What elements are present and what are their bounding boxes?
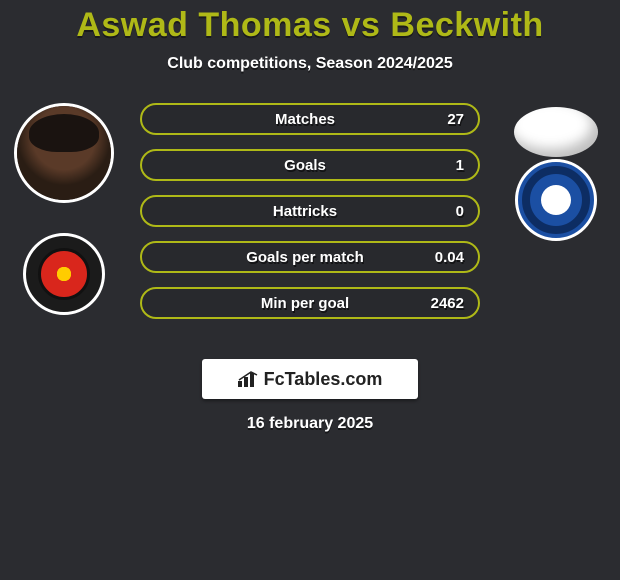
stat-value: 2462 xyxy=(414,295,464,312)
page-subtitle: Club competitions, Season 2024/2025 xyxy=(0,55,620,73)
right-player-placeholder xyxy=(514,107,598,157)
page-title: Aswad Thomas vs Beckwith xyxy=(0,0,620,45)
stat-label: Goals per match xyxy=(196,249,414,266)
left-club-logo xyxy=(23,233,105,315)
stat-label: Goals xyxy=(196,157,414,174)
stat-bar: Goals per match0.04 xyxy=(140,241,480,273)
stat-bar: Min per goal2462 xyxy=(140,287,480,319)
brand-text: FcTables.com xyxy=(264,369,383,390)
brand-badge: FcTables.com xyxy=(202,359,418,399)
stat-label: Min per goal xyxy=(196,295,414,312)
player-face-placeholder xyxy=(17,106,111,200)
right-club-logo xyxy=(515,159,597,241)
stat-value: 0 xyxy=(414,203,464,220)
footer-date: 16 february 2025 xyxy=(0,415,620,433)
stat-label: Matches xyxy=(196,111,414,128)
right-player-column xyxy=(496,103,616,343)
stat-value: 27 xyxy=(414,111,464,128)
stats-bars: Matches27 Goals1 Hattricks0 Goals per match… xyxy=(140,103,480,333)
left-player-photo xyxy=(14,103,114,203)
left-player-column xyxy=(4,103,124,343)
left-club-logo-inner xyxy=(38,248,90,300)
stat-bar: Matches27 xyxy=(140,103,480,135)
brand-chart-icon xyxy=(238,371,258,387)
stat-value: 1 xyxy=(414,157,464,174)
stat-value: 0.04 xyxy=(414,249,464,266)
stat-bar: Hattricks0 xyxy=(140,195,480,227)
right-club-logo-ball xyxy=(541,185,571,215)
comparison-panel: Matches27 Goals1 Hattricks0 Goals per match… xyxy=(0,103,620,343)
stat-label: Hattricks xyxy=(196,203,414,220)
stat-bar: Goals1 xyxy=(140,149,480,181)
